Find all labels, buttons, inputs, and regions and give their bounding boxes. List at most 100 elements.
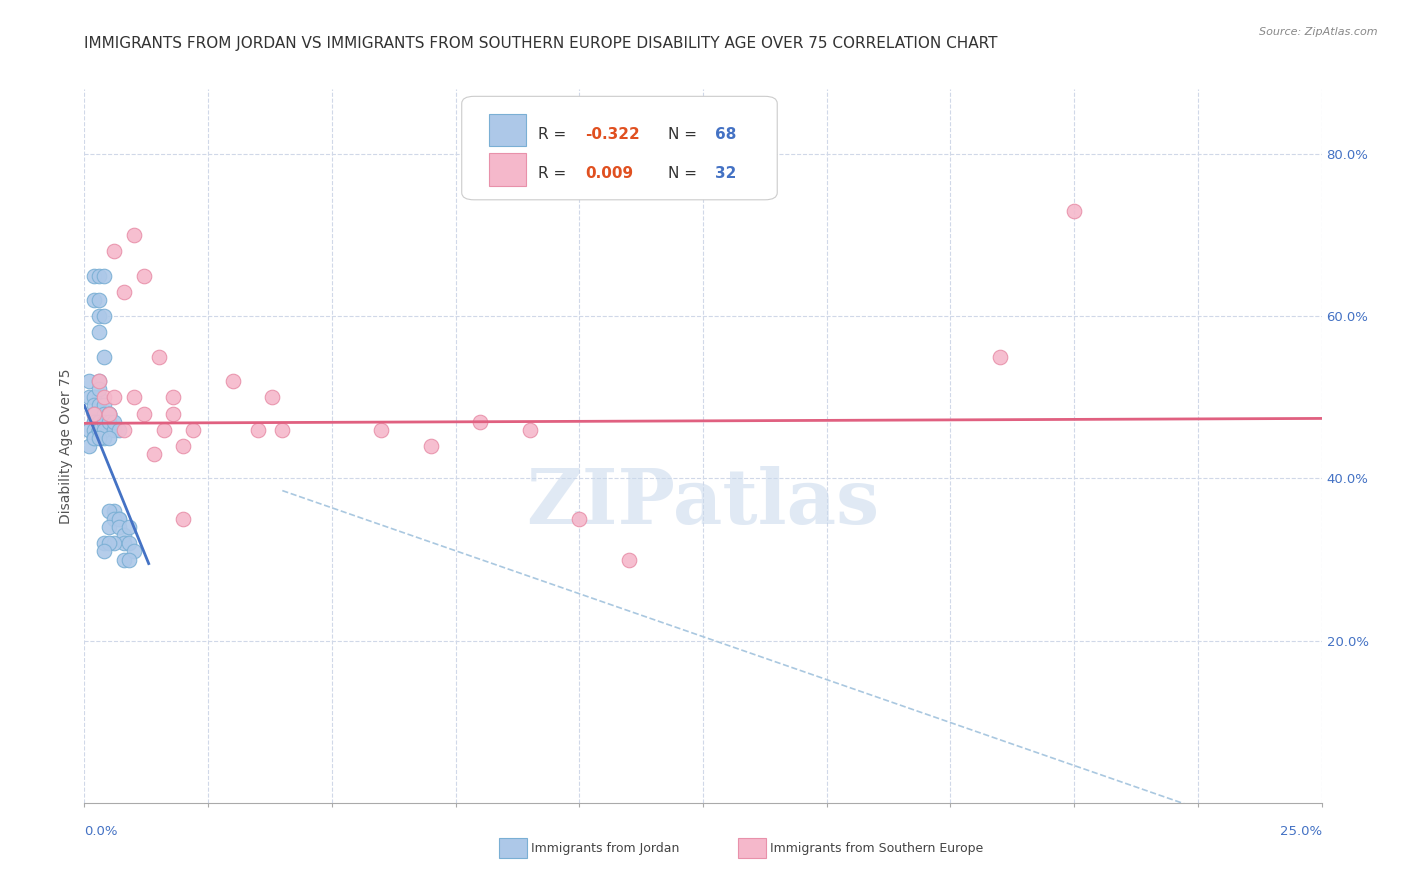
- Text: R =: R =: [538, 127, 572, 142]
- Point: [172, 512, 194, 526]
- Point: [89, 326, 111, 340]
- Point: [79, 423, 101, 437]
- Point: [122, 390, 145, 404]
- Point: [568, 512, 591, 526]
- Text: 32: 32: [716, 166, 737, 181]
- Point: [132, 268, 155, 283]
- Point: [83, 399, 105, 413]
- Point: [122, 544, 145, 558]
- Point: [132, 407, 155, 421]
- Point: [152, 423, 174, 437]
- Point: [89, 268, 111, 283]
- Point: [470, 415, 492, 429]
- Point: [98, 407, 121, 421]
- Point: [89, 293, 111, 307]
- Point: [89, 415, 111, 429]
- Text: N =: N =: [668, 166, 702, 181]
- Point: [118, 520, 141, 534]
- Point: [89, 382, 111, 396]
- Point: [108, 520, 131, 534]
- Point: [98, 407, 121, 421]
- Point: [419, 439, 441, 453]
- Text: N =: N =: [668, 127, 702, 142]
- Point: [103, 504, 125, 518]
- Point: [1063, 203, 1085, 218]
- Point: [222, 374, 245, 388]
- Point: [89, 423, 111, 437]
- Point: [83, 431, 105, 445]
- Point: [93, 390, 115, 404]
- Point: [93, 407, 115, 421]
- Point: [79, 439, 101, 453]
- Text: -0.322: -0.322: [585, 127, 640, 142]
- Point: [617, 552, 640, 566]
- Point: [172, 439, 194, 453]
- Point: [108, 512, 131, 526]
- Point: [79, 390, 101, 404]
- Point: [108, 512, 131, 526]
- Point: [93, 544, 115, 558]
- Point: [108, 423, 131, 437]
- Point: [83, 268, 105, 283]
- Y-axis label: Disability Age Over 75: Disability Age Over 75: [59, 368, 73, 524]
- Text: 68: 68: [716, 127, 737, 142]
- Point: [93, 423, 115, 437]
- Point: [83, 431, 105, 445]
- Point: [83, 423, 105, 437]
- Point: [519, 423, 541, 437]
- Point: [93, 415, 115, 429]
- FancyBboxPatch shape: [489, 114, 526, 146]
- FancyBboxPatch shape: [489, 153, 526, 186]
- Point: [98, 536, 121, 550]
- Text: 0.009: 0.009: [585, 166, 634, 181]
- Point: [98, 407, 121, 421]
- Text: Immigrants from Southern Europe: Immigrants from Southern Europe: [770, 842, 984, 855]
- Point: [83, 390, 105, 404]
- Point: [89, 423, 111, 437]
- Point: [93, 310, 115, 324]
- Point: [103, 423, 125, 437]
- Point: [162, 390, 184, 404]
- FancyBboxPatch shape: [461, 96, 778, 200]
- Text: 25.0%: 25.0%: [1279, 825, 1322, 838]
- Point: [89, 423, 111, 437]
- Text: 0.0%: 0.0%: [84, 825, 118, 838]
- Point: [93, 350, 115, 364]
- Point: [83, 407, 105, 421]
- Point: [98, 407, 121, 421]
- Point: [103, 512, 125, 526]
- Text: Immigrants from Jordan: Immigrants from Jordan: [531, 842, 681, 855]
- Point: [93, 536, 115, 550]
- Text: R =: R =: [538, 166, 572, 181]
- Point: [83, 431, 105, 445]
- Point: [98, 504, 121, 518]
- Point: [89, 374, 111, 388]
- Point: [89, 423, 111, 437]
- Point: [89, 415, 111, 429]
- Point: [103, 415, 125, 429]
- Point: [262, 390, 284, 404]
- Point: [181, 423, 204, 437]
- Point: [142, 447, 165, 461]
- Text: ZIPatlas: ZIPatlas: [526, 467, 880, 540]
- Point: [112, 536, 135, 550]
- Point: [246, 423, 269, 437]
- Point: [93, 415, 115, 429]
- Point: [271, 423, 294, 437]
- Point: [112, 423, 135, 437]
- Point: [98, 431, 121, 445]
- Text: IMMIGRANTS FROM JORDAN VS IMMIGRANTS FROM SOUTHERN EUROPE DISABILITY AGE OVER 75: IMMIGRANTS FROM JORDAN VS IMMIGRANTS FRO…: [84, 36, 998, 51]
- Point: [83, 415, 105, 429]
- Point: [98, 520, 121, 534]
- Point: [148, 350, 170, 364]
- Point: [162, 407, 184, 421]
- Point: [93, 431, 115, 445]
- Point: [89, 423, 111, 437]
- Point: [89, 399, 111, 413]
- Point: [83, 407, 105, 421]
- Text: Source: ZipAtlas.com: Source: ZipAtlas.com: [1260, 27, 1378, 37]
- Point: [103, 536, 125, 550]
- Point: [112, 552, 135, 566]
- Point: [370, 423, 392, 437]
- Point: [93, 268, 115, 283]
